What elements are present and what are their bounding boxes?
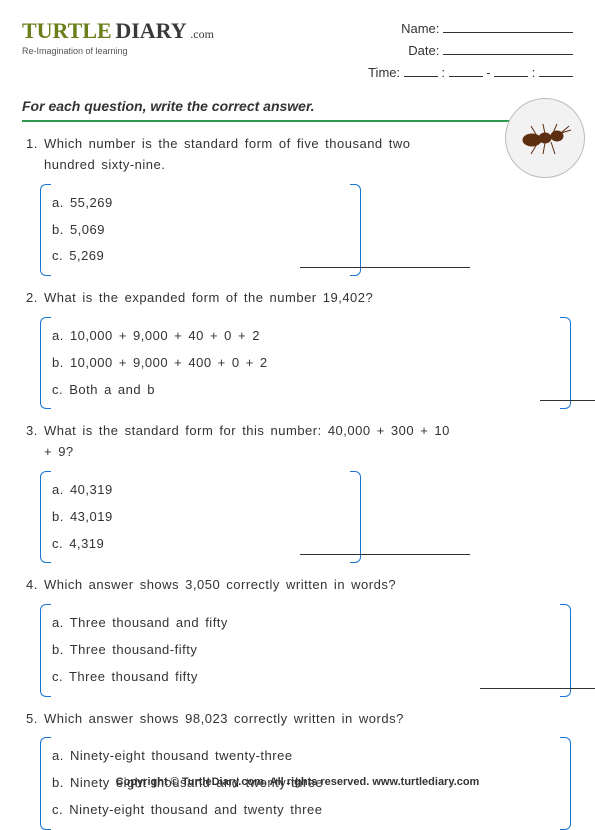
- choice-row: c. Ninety-eight thousand and twenty thre…: [52, 797, 573, 824]
- choice-group: a. 10,000 + 9,000 + 40 + 0 + 2b. 10,000 …: [40, 317, 573, 409]
- time-label: Time:: [368, 65, 400, 80]
- choice-group: a. 55,269b. 5,069c. 5,269: [40, 184, 573, 276]
- logo-word-turtle: TURTLE: [22, 18, 112, 43]
- answer-blank[interactable]: [300, 255, 470, 268]
- name-blank[interactable]: [443, 20, 573, 33]
- choice-row: a. Three thousand and fifty: [52, 610, 573, 637]
- time-blank[interactable]: [404, 64, 438, 77]
- time-blank[interactable]: [494, 64, 528, 77]
- choice-group: a. 40,319b. 43,019c. 4,319: [40, 471, 573, 563]
- logo-dotcom: .com: [190, 27, 214, 41]
- copyright-footer: Copyright © TurtleDiary.com. All rights …: [0, 776, 595, 788]
- logo-tagline: Re-Imagination of learning: [22, 46, 222, 56]
- ant-icon: [505, 98, 585, 178]
- answer-blank[interactable]: [480, 676, 595, 689]
- site-logo: TURTLE DIARY .com Re-Imagination of lear…: [22, 18, 222, 56]
- brace-left-icon: [40, 317, 51, 409]
- answer-blank[interactable]: [300, 542, 470, 555]
- question-block: 3. What is the standard form for this nu…: [22, 421, 573, 563]
- student-meta: Name: Date: Time: : - :: [368, 18, 573, 84]
- choice-row: a. 40,319: [52, 477, 573, 504]
- question-block: 1. Which number is the standard form of …: [22, 134, 573, 276]
- answer-blank[interactable]: [540, 388, 595, 401]
- choice-row: b. 43,019: [52, 504, 573, 531]
- date-label: Date:: [408, 43, 439, 58]
- question-block: 4. Which answer shows 3,050 correctly wr…: [22, 575, 573, 696]
- choice-row: b. Three thousand-fifty: [52, 637, 573, 664]
- question-block: 5. Which answer shows 98,023 correctly w…: [22, 709, 573, 830]
- brace-left-icon: [40, 184, 51, 276]
- question-block: 2. What is the expanded form of the numb…: [22, 288, 573, 409]
- question-text: 1. Which number is the standard form of …: [26, 134, 464, 176]
- choice-row: b. 5,069: [52, 217, 573, 244]
- choice-row: a. 55,269: [52, 190, 573, 217]
- time-blank[interactable]: [539, 64, 573, 77]
- instruction-text: For each question, write the correct ans…: [22, 98, 573, 122]
- question-text: 4. Which answer shows 3,050 correctly wr…: [26, 575, 464, 596]
- time-blank[interactable]: [449, 64, 483, 77]
- choice-row: c. Both a and b: [52, 377, 573, 404]
- question-text: 3. What is the standard form for this nu…: [26, 421, 464, 463]
- brace-left-icon: [40, 604, 51, 696]
- choice-row: a. 10,000 + 9,000 + 40 + 0 + 2: [52, 323, 573, 350]
- logo-word-diary: DIARY: [115, 18, 186, 43]
- date-blank[interactable]: [443, 42, 573, 55]
- choice-row: a. Ninety-eight thousand twenty-three: [52, 743, 573, 770]
- name-label: Name:: [401, 21, 439, 36]
- brace-left-icon: [40, 471, 51, 563]
- choice-group: a. Three thousand and fiftyb. Three thou…: [40, 604, 573, 696]
- question-text: 2. What is the expanded form of the numb…: [26, 288, 464, 309]
- question-text: 5. Which answer shows 98,023 correctly w…: [26, 709, 464, 730]
- choice-row: b. 10,000 + 9,000 + 400 + 0 + 2: [52, 350, 573, 377]
